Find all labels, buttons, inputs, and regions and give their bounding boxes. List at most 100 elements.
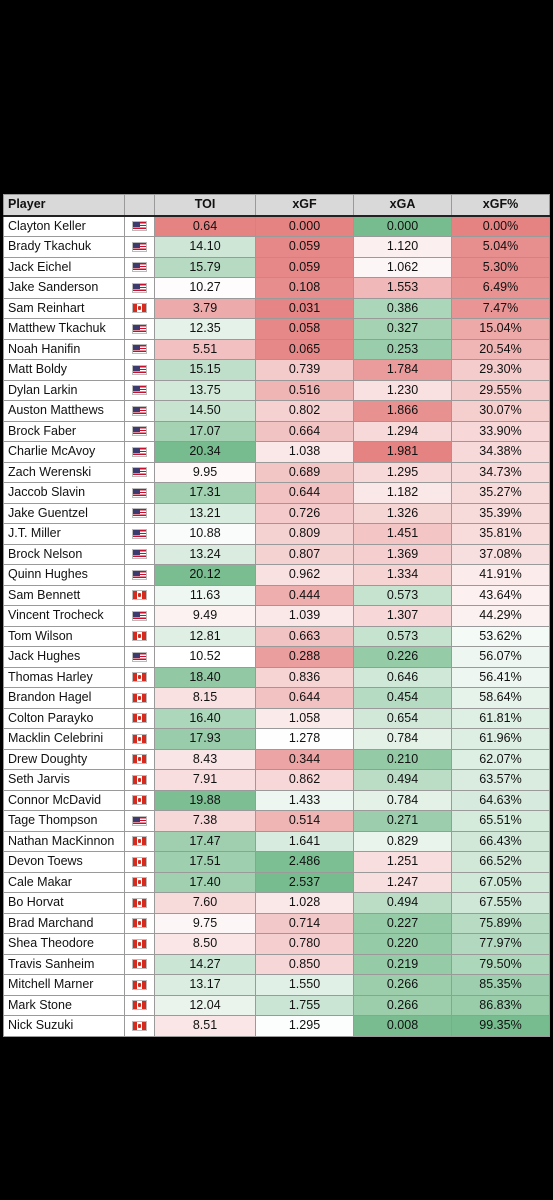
xgf-cell: 0.000: [255, 215, 354, 237]
player-name-cell: Nathan MacKinnon: [3, 830, 125, 852]
toi-cell: 12.35: [154, 318, 256, 340]
xgf-cell: 0.444: [255, 584, 354, 606]
table-row: Nick Suzuki 8.51 1.295 0.008 99.35%: [3, 1015, 550, 1037]
flag-cell: [124, 666, 155, 688]
xgf-pct-cell: 29.55%: [451, 379, 550, 401]
table-row: Vincent Trocheck 9.49 1.039 1.307 44.29%: [3, 605, 550, 627]
table-row: Tage Thompson 7.38 0.514 0.271 65.51%: [3, 810, 550, 832]
player-name-cell: Matthew Tkachuk: [3, 318, 125, 340]
xgf-pct-cell: 56.41%: [451, 666, 550, 688]
toi-cell: 20.12: [154, 564, 256, 586]
toi-cell: 8.51: [154, 1015, 256, 1037]
canada-flag-icon: [132, 1000, 147, 1011]
flag-cell: [124, 523, 155, 545]
header-row: Player TOI xGF xGA xGF%: [3, 194, 550, 217]
xgf-cell: 0.850: [255, 953, 354, 975]
usa-flag-icon: [132, 344, 147, 355]
xga-cell: 0.219: [353, 953, 452, 975]
xgf-cell: 0.644: [255, 482, 354, 504]
usa-flag-icon: [132, 487, 147, 498]
xga-cell: 1.369: [353, 543, 452, 565]
header-xgf[interactable]: xGF: [255, 194, 354, 217]
toi-cell: 13.17: [154, 974, 256, 996]
xgf-pct-cell: 86.83%: [451, 994, 550, 1016]
canada-flag-icon: [132, 713, 147, 724]
xga-cell: 1.295: [353, 461, 452, 483]
xgf-cell: 2.537: [255, 871, 354, 893]
flag-cell: [124, 953, 155, 975]
xga-cell: 1.294: [353, 420, 452, 442]
xgf-cell: 0.031: [255, 297, 354, 319]
xgf-pct-cell: 63.57%: [451, 769, 550, 791]
flag-cell: [124, 871, 155, 893]
header-flag: [124, 194, 155, 217]
xgf-cell: 1.058: [255, 707, 354, 729]
toi-cell: 14.27: [154, 953, 256, 975]
toi-cell: 10.52: [154, 646, 256, 668]
xgf-pct-cell: 56.07%: [451, 646, 550, 668]
canada-flag-icon: [132, 774, 147, 785]
player-name-cell: Clayton Keller: [3, 215, 125, 237]
header-toi[interactable]: TOI: [154, 194, 256, 217]
xgf-pct-cell: 58.64%: [451, 687, 550, 709]
xgf-cell: 0.802: [255, 400, 354, 422]
table-row: Sam Bennett 11.63 0.444 0.573 43.64%: [3, 584, 550, 606]
table-row: Brad Marchand 9.75 0.714 0.227 75.89%: [3, 912, 550, 934]
toi-cell: 7.60: [154, 892, 256, 914]
xgf-cell: 1.028: [255, 892, 354, 914]
table-body: Clayton Keller 0.64 0.000 0.000 0.00% Brady T…: [3, 215, 550, 1037]
table-row: Cale Makar 17.40 2.537 1.247 67.05%: [3, 871, 550, 893]
header-xgf-pct[interactable]: xGF%: [451, 194, 550, 217]
player-name-cell: Mark Stone: [3, 994, 125, 1016]
player-name-cell: Tage Thompson: [3, 810, 125, 832]
xgf-cell: 0.108: [255, 277, 354, 299]
player-name-cell: Jack Eichel: [3, 256, 125, 278]
flag-cell: [124, 338, 155, 360]
flag-cell: [124, 379, 155, 401]
toi-cell: 17.47: [154, 830, 256, 852]
xgf-cell: 0.058: [255, 318, 354, 340]
table-row: Devon Toews 17.51 2.486 1.251 66.52%: [3, 851, 550, 873]
table-row: Jaccob Slavin 17.31 0.644 1.182 35.27%: [3, 482, 550, 504]
flag-cell: [124, 646, 155, 668]
player-name-cell: Brock Nelson: [3, 543, 125, 565]
xga-cell: 0.008: [353, 1015, 452, 1037]
xgf-pct-cell: 67.05%: [451, 871, 550, 893]
player-name-cell: Macklin Celebrini: [3, 728, 125, 750]
xga-cell: 0.784: [353, 728, 452, 750]
header-xga[interactable]: xGA: [353, 194, 452, 217]
canada-flag-icon: [132, 836, 147, 847]
toi-cell: 13.75: [154, 379, 256, 401]
player-name-cell: Auston Matthews: [3, 400, 125, 422]
xga-cell: 0.226: [353, 646, 452, 668]
xga-cell: 0.327: [353, 318, 452, 340]
canada-flag-icon: [132, 979, 147, 990]
usa-flag-icon: [132, 426, 147, 437]
xgf-cell: 1.755: [255, 994, 354, 1016]
player-name-cell: Jaccob Slavin: [3, 482, 125, 504]
flag-cell: [124, 420, 155, 442]
table-row: Brock Nelson 13.24 0.807 1.369 37.08%: [3, 543, 550, 565]
xga-cell: 1.247: [353, 871, 452, 893]
player-name-cell: Brady Tkachuk: [3, 236, 125, 258]
table-row: Drew Doughty 8.43 0.344 0.210 62.07%: [3, 748, 550, 770]
player-name-cell: Cale Makar: [3, 871, 125, 893]
xga-cell: 0.253: [353, 338, 452, 360]
player-name-cell: J.T. Miller: [3, 523, 125, 545]
player-name-cell: Nick Suzuki: [3, 1015, 125, 1037]
header-player[interactable]: Player: [3, 194, 125, 217]
canada-flag-icon: [132, 877, 147, 888]
table-row: Clayton Keller 0.64 0.000 0.000 0.00%: [3, 215, 550, 237]
usa-flag-icon: [132, 508, 147, 519]
usa-flag-icon: [132, 241, 147, 252]
toi-cell: 8.15: [154, 687, 256, 709]
table-row: Mark Stone 12.04 1.755 0.266 86.83%: [3, 994, 550, 1016]
toi-cell: 11.63: [154, 584, 256, 606]
table-row: Jake Guentzel 13.21 0.726 1.326 35.39%: [3, 502, 550, 524]
player-name-cell: Jake Guentzel: [3, 502, 125, 524]
xgf-pct-cell: 66.52%: [451, 851, 550, 873]
player-name-cell: Brock Faber: [3, 420, 125, 442]
xga-cell: 0.829: [353, 830, 452, 852]
table-row: Brady Tkachuk 14.10 0.059 1.120 5.04%: [3, 236, 550, 258]
table-row: Brock Faber 17.07 0.664 1.294 33.90%: [3, 420, 550, 442]
